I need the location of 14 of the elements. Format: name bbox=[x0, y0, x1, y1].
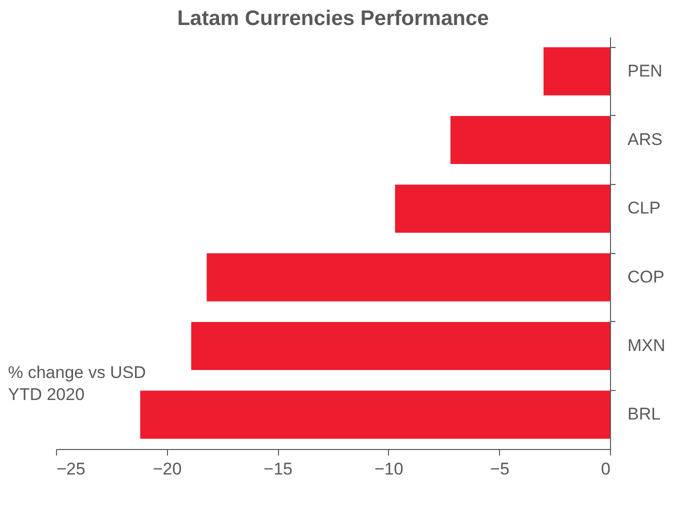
x-tick-label: −20 bbox=[152, 460, 182, 478]
y-tick-label: CLP bbox=[628, 198, 661, 218]
y-tick-label: MXN bbox=[628, 336, 666, 355]
y-tick-label: ARS bbox=[628, 130, 662, 149]
x-tick-label: −25 bbox=[56, 460, 86, 478]
chart-title: Latam Currencies Performance bbox=[177, 7, 489, 30]
annotation: % change vs USD YTD 2020 bbox=[8, 363, 146, 404]
x-tick-label: −10 bbox=[374, 460, 404, 478]
x-tick-label: −5 bbox=[490, 460, 510, 478]
y-tick-label: COP bbox=[628, 267, 664, 286]
y-tick-label: BRL bbox=[628, 404, 661, 424]
x-tick-label: 0 bbox=[601, 460, 610, 478]
y-tick-label: PEN bbox=[628, 61, 662, 80]
x-tick-label: −15 bbox=[264, 460, 293, 478]
